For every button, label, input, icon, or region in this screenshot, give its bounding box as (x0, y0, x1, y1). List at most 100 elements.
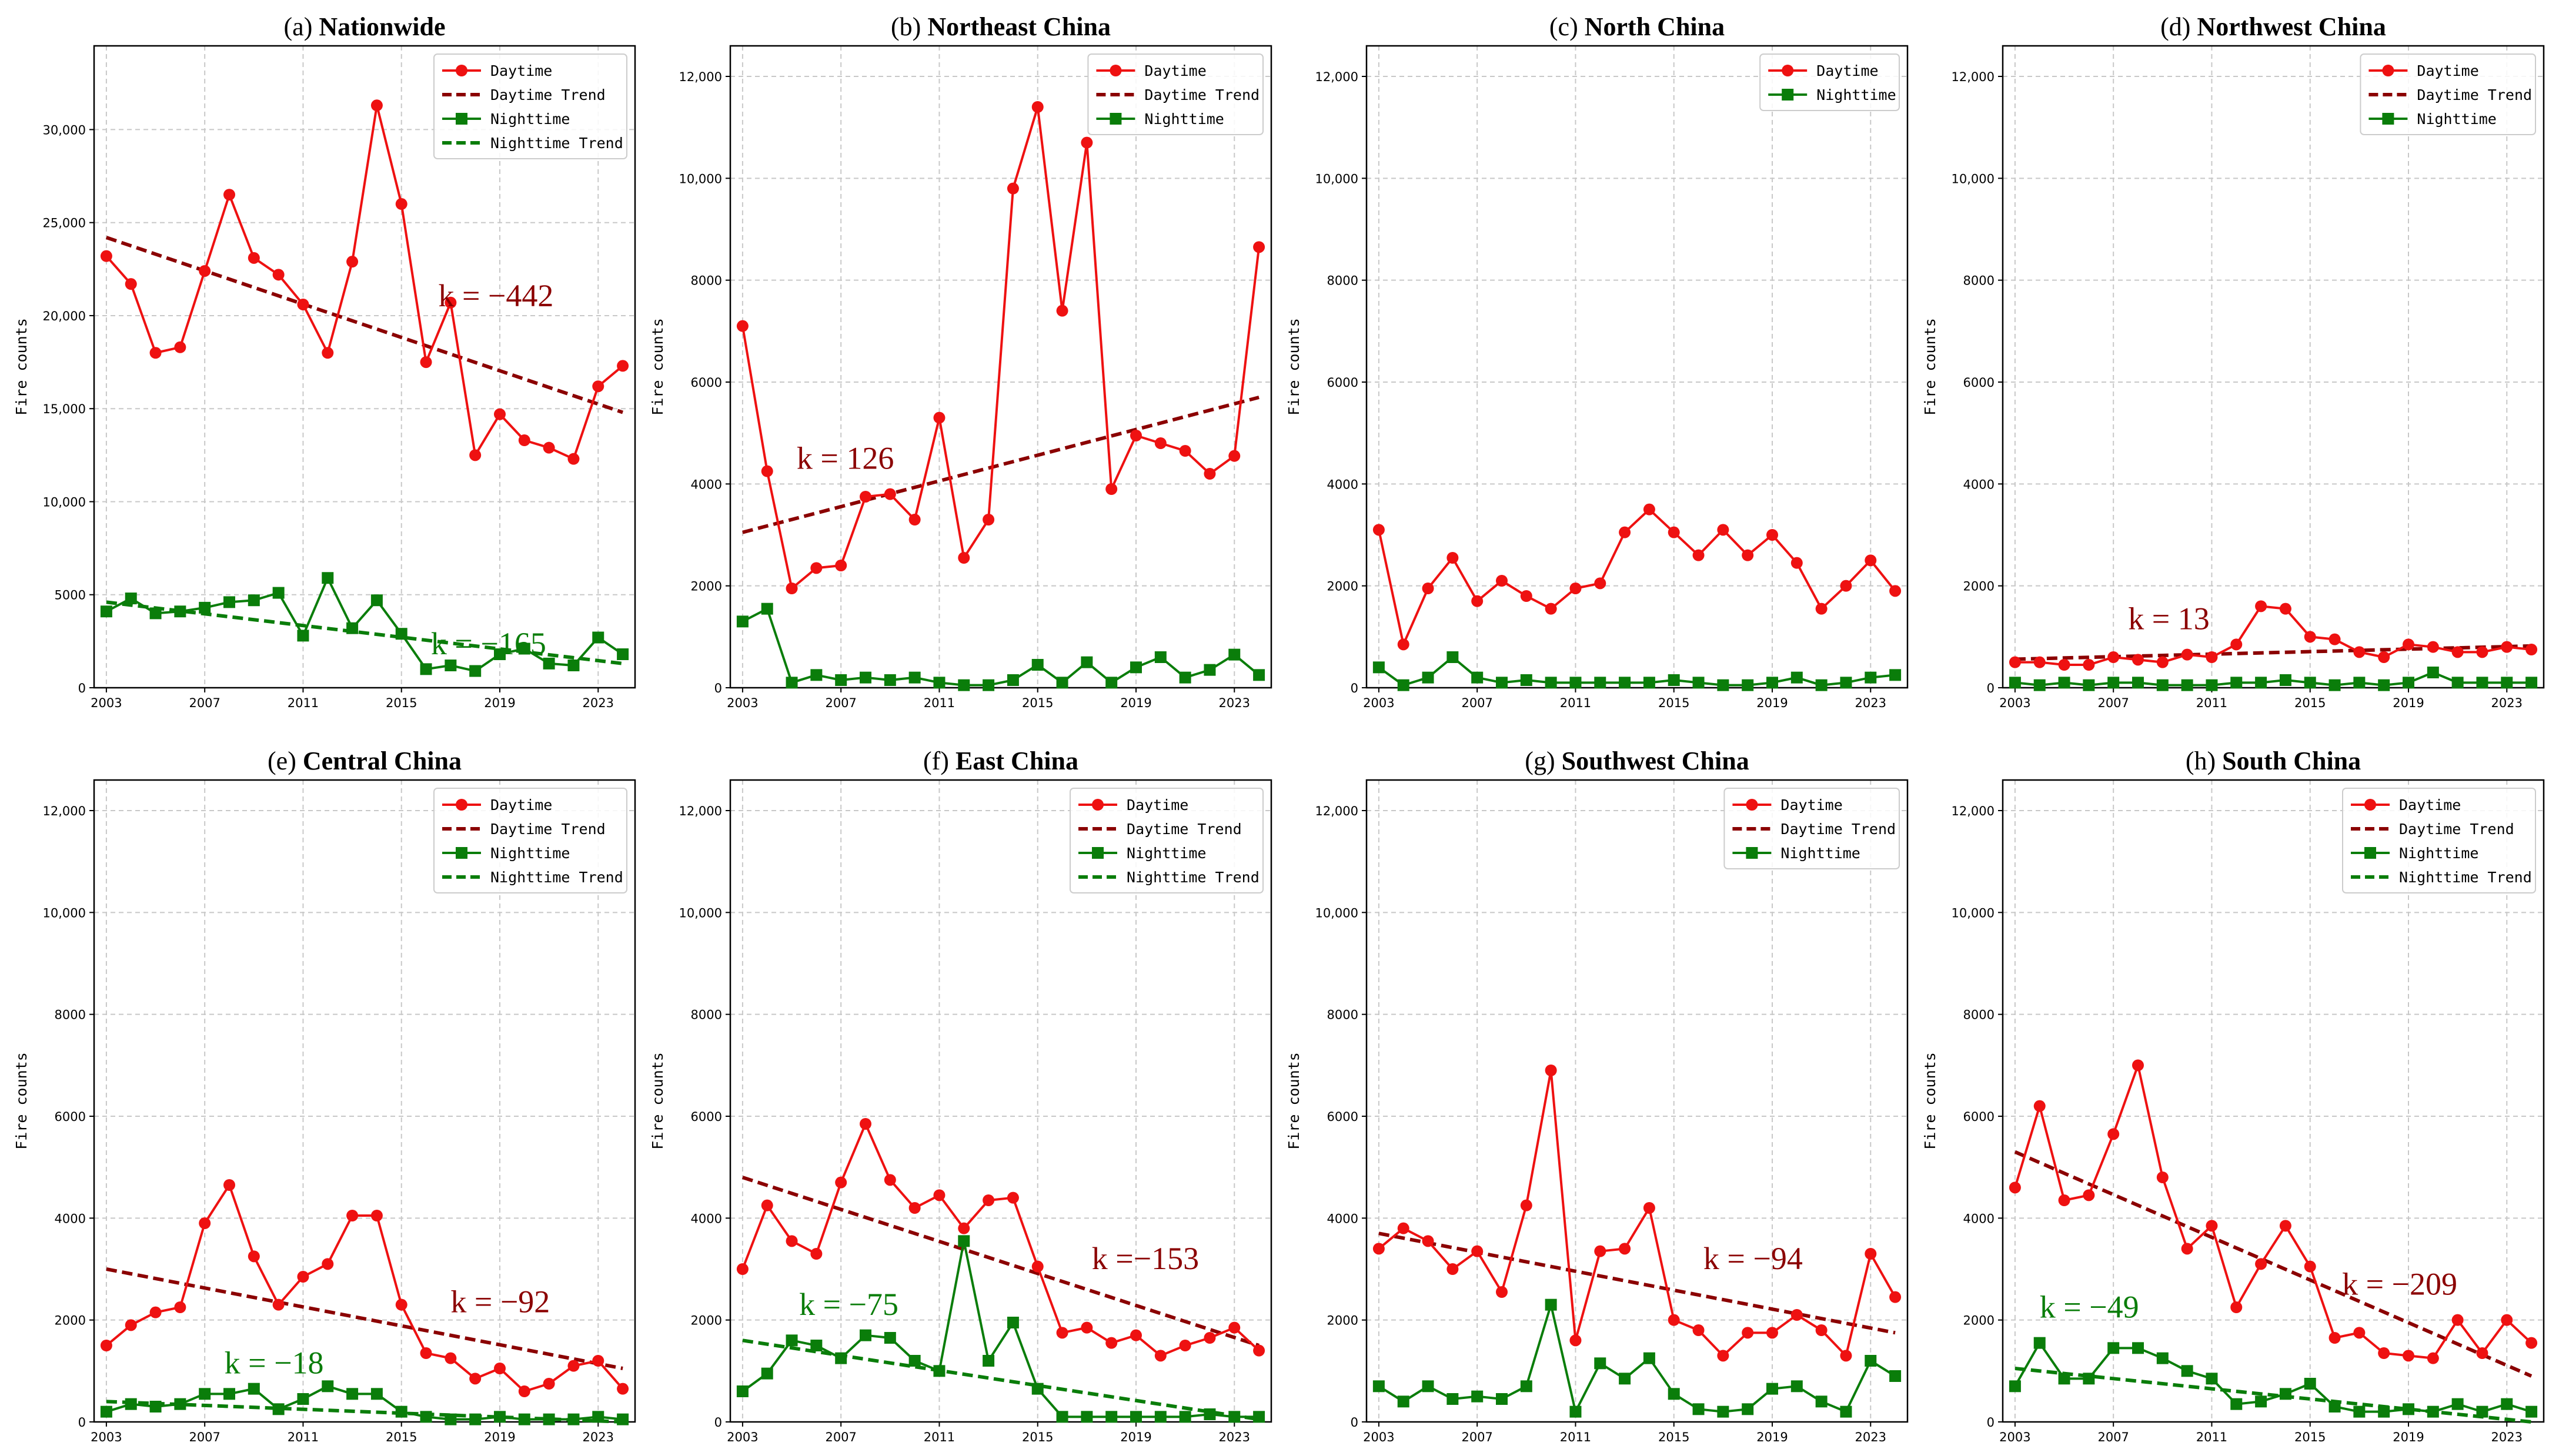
daytime-point (2378, 651, 2390, 663)
panel-southwest-china: 2003 2007 2011 2015 2019 2023 0 2000 4000 6000 800… (1285, 747, 1909, 1444)
nighttime-point (2230, 677, 2243, 689)
daytime-point (1496, 575, 1508, 587)
plot-frame (729, 45, 1272, 689)
legend-label: Daytime Trend (1144, 86, 1260, 103)
nighttime-point (543, 1413, 555, 1425)
daytime-trend-line (741, 1176, 1260, 1347)
x-tick-label: 2011 (288, 696, 319, 710)
plot-frame (1365, 779, 1909, 1423)
daytime-point (1840, 1350, 1852, 1362)
daytime-point (272, 1298, 285, 1311)
daytime-point (1668, 1314, 1680, 1326)
y-tick-label: 10,000 (1315, 906, 1358, 920)
nighttime-point (592, 631, 604, 644)
daytime-point (617, 360, 629, 372)
nighttime-point (2033, 679, 2046, 691)
nighttime-point (2230, 1398, 2243, 1410)
nighttime-point (2279, 674, 2291, 686)
nighttime-point (445, 660, 457, 672)
nighttime-point (346, 622, 359, 634)
nighttime-point (810, 1340, 823, 1351)
daytime-point (1619, 526, 1631, 538)
daytime-point (174, 341, 186, 353)
daytime-point (2304, 631, 2316, 643)
nighttime-point (1692, 1403, 1705, 1415)
y-tick-label: 0 (1987, 1415, 1995, 1430)
x-tick-label: 2019 (484, 696, 515, 710)
daytime-point (567, 453, 580, 465)
nighttime-point (346, 1388, 359, 1400)
trend-slope-label: k = −92 (450, 1284, 550, 1320)
trend-slope-label: k =−153 (1092, 1241, 1199, 1276)
legend-label: Daytime (1780, 796, 1842, 814)
nighttime-point (835, 1352, 847, 1364)
daytime-trend-line (1378, 1231, 1896, 1335)
nighttime-point (518, 1413, 530, 1425)
legend-label: Daytime Trend (1780, 821, 1896, 838)
trend-slope-label: k = −18 (225, 1345, 324, 1381)
nighttime-point (2451, 677, 2464, 689)
daytime-point (2427, 1352, 2439, 1364)
nighttime-point (2181, 679, 2193, 691)
trend-slope-label: k = −75 (799, 1287, 898, 1322)
y-axis-label: Fire counts (1285, 318, 1302, 416)
daytime-point (736, 320, 749, 332)
daytime-trend-line (105, 236, 624, 414)
nighttime-point (786, 1334, 798, 1347)
daytime-point (2328, 1332, 2341, 1344)
nighttime-point (2058, 677, 2070, 689)
x-tick-label: 2019 (2393, 1430, 2424, 1444)
daytime-point (2304, 1260, 2316, 1273)
y-axis-label: Fire counts (13, 318, 30, 416)
nighttime-point (1766, 1383, 1778, 1395)
daytime-point (420, 1347, 432, 1359)
nighttime-point (1496, 1393, 1508, 1405)
plot-frame (2002, 45, 2545, 689)
daytime-point (445, 1352, 457, 1364)
x-tick-label: 2015 (386, 696, 417, 710)
daytime-point (2156, 1172, 2169, 1183)
legend-box (1759, 53, 1900, 111)
nighttime-point (2501, 677, 2513, 689)
daytime-point (1154, 1350, 1167, 1362)
panel-east-china: 2003 2007 2011 2015 2019 2023 0 2000 4000 6000 800… (649, 747, 1272, 1444)
x-tick-label: 2011 (2196, 696, 2227, 710)
nighttime-point (174, 1398, 186, 1410)
nighttime-point (1594, 677, 1606, 689)
y-tick-label: 20,000 (43, 309, 86, 323)
legend-label: Nighttime Trend (1127, 869, 1260, 886)
nighttime-point (420, 1411, 432, 1423)
nighttime-point (297, 1393, 309, 1405)
nighttime-point (518, 642, 530, 655)
y-tick-label: 12,000 (1315, 70, 1358, 84)
daytime-point (1081, 136, 1093, 149)
daytime-point (2132, 654, 2144, 666)
daytime-point (494, 408, 506, 420)
y-tick-label: 2000 (1327, 580, 1358, 594)
y-tick-label: 0 (1987, 681, 1995, 695)
daytime-point (1569, 1334, 1582, 1347)
nighttime-point (1372, 661, 1385, 674)
nighttime-point (2353, 677, 2366, 689)
daytime-point (1372, 1243, 1385, 1255)
y-tick-label: 10,000 (679, 906, 722, 920)
nighttime-point (736, 1385, 749, 1397)
y-tick-label: 6000 (55, 1110, 86, 1124)
daytime-point (1031, 101, 1044, 113)
daytime-point (469, 1373, 482, 1385)
daytime-trend-line (742, 396, 1260, 534)
daytime-point (2378, 1347, 2390, 1359)
daytime-point (1766, 529, 1778, 541)
nighttime-point (1204, 664, 1216, 676)
nighttime-point (1228, 648, 1241, 661)
y-tick-label: 30,000 (43, 123, 86, 137)
panel-south-china: 2003 2007 2011 2015 2019 2023 0 2000 4000 6000 800… (1922, 747, 2545, 1444)
x-tick-label: 2019 (1120, 696, 1151, 710)
x-tick-label: 2019 (1756, 1430, 1788, 1444)
daytime-point (2230, 1301, 2243, 1313)
panel-title: (e) Central China (268, 747, 462, 775)
daytime-point (1717, 1350, 1729, 1362)
daytime-point (1204, 468, 1216, 480)
x-tick-label: 2003 (1363, 696, 1394, 710)
legend-marker (1092, 847, 1104, 859)
